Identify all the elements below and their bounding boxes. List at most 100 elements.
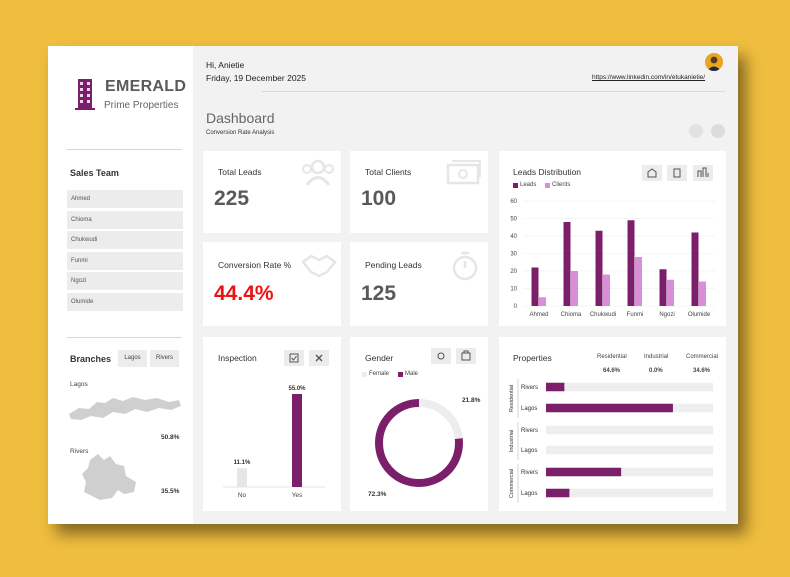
- data-label-female: 21.8%: [462, 397, 481, 404]
- total-clients-value: 100: [361, 187, 397, 210]
- bar-leads-ngozi: [659, 269, 667, 306]
- bar-track: [546, 382, 713, 392]
- rivers-percent: 35.5%: [161, 488, 180, 495]
- team-icon: [302, 159, 334, 186]
- bar-residential-rivers: [546, 382, 565, 392]
- map-label-rivers: Rivers: [70, 448, 89, 455]
- smile-face-icon[interactable]: [711, 124, 725, 138]
- divider: [67, 149, 182, 150]
- team-item-ngozi[interactable]: Ngozi: [67, 272, 183, 291]
- current-date: Friday, 19 December 2025: [206, 73, 307, 83]
- filter-city-button[interactable]: [693, 165, 713, 181]
- bar-track: [546, 467, 713, 477]
- sales-team-title: Sales Team: [70, 168, 119, 178]
- y-tick-label: 10: [510, 287, 517, 293]
- legend-swatch-male: [398, 372, 403, 377]
- row-label: Lagos: [521, 491, 537, 497]
- lagos-percent: 50.8%: [161, 434, 180, 441]
- handshake-icon: [301, 254, 337, 278]
- legend-label-male: Male: [405, 371, 419, 377]
- x-tick-label: Chioma: [561, 312, 582, 318]
- inspection-close-button[interactable]: [309, 350, 329, 366]
- gender-female-button[interactable]: [431, 348, 451, 364]
- card-gender: Gender Female Male 21.8% 72.3%: [350, 337, 488, 511]
- y-tick-label: 0: [514, 304, 518, 310]
- gender-donut-chart: 21.8% 72.3%: [368, 397, 481, 498]
- bar-leads-funmi: [627, 220, 635, 306]
- male-icon: [461, 350, 471, 361]
- branch-button-rivers[interactable]: Rivers: [150, 350, 179, 367]
- data-label-male: 72.3%: [368, 491, 387, 498]
- properties-title: Properties: [513, 353, 552, 363]
- avatar-person-icon: [707, 56, 721, 71]
- x-tick-label: Funmi: [627, 312, 644, 318]
- branches-title: Branches: [70, 354, 112, 364]
- bar-leads-chukwudi: [595, 230, 603, 306]
- bar-yes: [292, 394, 302, 487]
- lagos-map-icon: [69, 397, 181, 420]
- building-icon: [673, 168, 681, 178]
- page-subtitle: Conversion Rate Analysis: [206, 130, 275, 136]
- properties-bar-chart: Residential Rivers Lagos Industrial Rivers La…: [509, 379, 713, 503]
- card-total-clients: Total Clients 100: [350, 151, 488, 233]
- bar-no: [237, 468, 247, 487]
- row-label: Rivers: [521, 428, 538, 434]
- card-inspection: Inspection 11.1% No 55.0% Yes: [203, 337, 341, 511]
- building-logo-icon: [75, 79, 95, 110]
- branch-button-lagos[interactable]: Lagos: [118, 350, 147, 367]
- team-item-chukwudi[interactable]: Chukwudi: [67, 231, 183, 250]
- sales-team-list: Ahmed Chioma Chukwudi Funmi Ngozi Olumid…: [67, 190, 183, 314]
- gender-male-button[interactable]: [456, 348, 476, 364]
- card-properties: Properties Residential Industrial Commer…: [499, 337, 726, 511]
- bar-track: [546, 488, 713, 498]
- summary-value-industrial: 0.0%: [649, 368, 663, 374]
- team-item-funmi[interactable]: Funmi: [67, 251, 183, 270]
- linkedin-link[interactable]: https://www.linkedin.com/in/etukanietie/: [592, 74, 706, 81]
- divider: [67, 337, 182, 338]
- summary-value-residential: 64.6%: [603, 368, 621, 374]
- page-title: Dashboard: [206, 110, 275, 126]
- team-item-olumide[interactable]: Olumide: [67, 292, 183, 311]
- team-item-chioma[interactable]: Chioma: [67, 210, 183, 229]
- inspection-chart: 11.1% No 55.0% Yes: [223, 386, 325, 499]
- x-tick-label: Ngozi: [659, 312, 674, 318]
- bar-leads-ahmed: [531, 267, 539, 306]
- greeting: Hi, Anietie: [206, 60, 245, 70]
- x-tick-label: No: [238, 492, 247, 499]
- rivers-map-icon: [82, 454, 136, 500]
- legend-swatch-clients: [545, 183, 550, 188]
- summary-label-industrial: Industrial: [644, 354, 669, 360]
- close-icon: [315, 354, 323, 362]
- bar-leads-chioma: [563, 222, 571, 306]
- total-leads-value: 225: [214, 187, 250, 210]
- leads-distribution-title: Leads Distribution: [513, 167, 582, 177]
- data-label: 11.1%: [234, 460, 251, 466]
- inspection-check-button[interactable]: [284, 350, 304, 366]
- sad-face-icon[interactable]: [689, 124, 703, 138]
- bar-clients-funmi: [635, 257, 642, 306]
- conversion-rate-label: Conversion Rate %: [218, 260, 292, 270]
- brand-name: EMERALD: [105, 78, 187, 95]
- pending-leads-label: Pending Leads: [365, 260, 422, 270]
- bar-track: [546, 425, 713, 435]
- pending-leads-value: 125: [361, 282, 397, 305]
- row-label: Lagos: [521, 406, 537, 412]
- row-label: Rivers: [521, 385, 538, 391]
- filter-building-button[interactable]: [667, 165, 687, 181]
- filter-house-button[interactable]: [642, 165, 662, 181]
- bar-commercial-lagos: [546, 488, 570, 498]
- legend-label-female: Female: [369, 371, 390, 377]
- conversion-rate-value: 44.4%: [214, 282, 274, 305]
- team-item-ahmed[interactable]: Ahmed: [67, 190, 183, 208]
- group-label-commercial: Commercial: [509, 469, 515, 498]
- total-clients-label: Total Clients: [365, 167, 412, 177]
- y-tick-label: 60: [510, 199, 517, 205]
- money-icon: [446, 160, 481, 185]
- y-tick-label: 30: [510, 252, 517, 258]
- header-divider: [262, 91, 725, 92]
- y-tick-label: 40: [510, 234, 517, 240]
- bar-residential-lagos: [546, 403, 673, 413]
- avatar[interactable]: [705, 53, 723, 71]
- x-tick-label: Ahmed: [529, 312, 548, 318]
- total-leads-label: Total Leads: [218, 167, 262, 177]
